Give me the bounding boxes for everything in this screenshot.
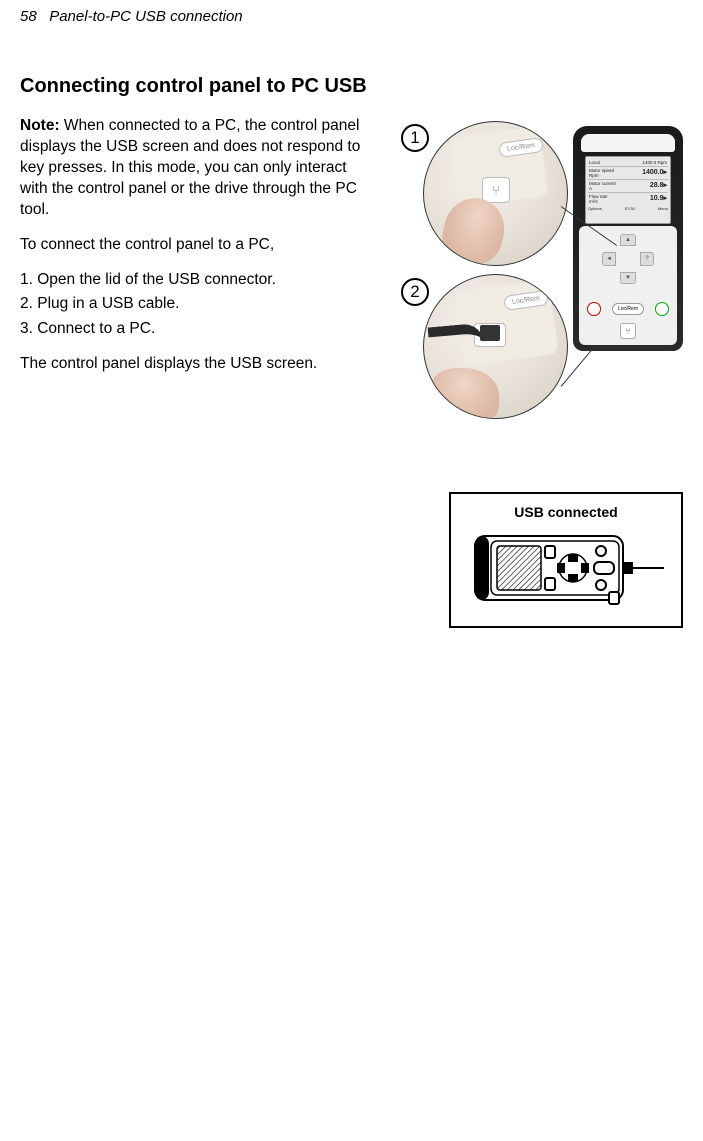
panel-bottom-buttons: Loc/Rem <box>587 301 669 317</box>
screen-menu: Menu <box>658 206 668 211</box>
usb-connected-screen: USB connected <box>449 492 683 628</box>
screen-row3-unit: m³/s <box>589 199 598 204</box>
screen-row1-val: 1400.0▸ <box>642 168 667 178</box>
page-header: 58 Panel-to-PC USB connection <box>20 8 683 25</box>
note-text: When connected to a PC, the control pane… <box>20 117 360 218</box>
screen-time: 07:30 <box>625 206 635 211</box>
content-row: Note: When connected to a PC, the contro… <box>20 116 683 434</box>
control-panel-device: Local 1400.0 Rpm Motor speedRpm 1400.0▸ … <box>573 126 683 351</box>
text-column: Note: When connected to a PC, the contro… <box>20 116 373 434</box>
detail-circle-2: Loc/Rem <box>423 274 568 419</box>
closing-text: The control panel displays the USB scree… <box>20 354 373 375</box>
panel-keypad-area: ▲ ▼ ◄ ? Loc/Rem ⑂ <box>579 226 677 345</box>
locrem-button: Loc/Rem <box>612 303 644 315</box>
intro-text: To connect the control panel to a PC, <box>20 235 373 256</box>
nav-right-button: ? <box>640 252 654 266</box>
page-number: 58 <box>20 8 37 25</box>
step-3: 3. Connect to a PC. <box>20 319 373 340</box>
screen-row2-unit: A <box>589 186 592 191</box>
c2-fingers <box>429 368 499 419</box>
stop-button <box>587 302 601 316</box>
screen-rpm-top: 1400.0 Rpm <box>642 160 667 165</box>
c2-usb-plug <box>480 325 500 341</box>
control-panel-icon <box>469 526 664 611</box>
steps-list: 1. Open the lid of the USB connector. 2.… <box>20 270 373 341</box>
nav-left-button: ◄ <box>602 252 616 266</box>
screen-row1-unit: Rpm <box>589 173 599 178</box>
screen-row3-val: 10.9▸ <box>650 194 667 204</box>
image-column: Local 1400.0 Rpm Motor speedRpm 1400.0▸ … <box>383 116 683 434</box>
note-paragraph: Note: When connected to a PC, the contro… <box>20 116 373 221</box>
c2-usb-cable <box>428 323 486 363</box>
panel-top-bezel <box>581 134 675 152</box>
connection-diagram: Local 1400.0 Rpm Motor speedRpm 1400.0▸ … <box>383 116 683 434</box>
c1-usb-port: ⑂ <box>482 177 510 203</box>
step-badge-2: 2 <box>401 278 429 306</box>
screen-options: Options <box>588 206 602 211</box>
screen-local: Local <box>589 160 600 165</box>
step-2: 2. Plug in a USB cable. <box>20 294 373 315</box>
usb-connected-title: USB connected <box>463 504 669 520</box>
nav-up-button: ▲ <box>620 234 636 246</box>
detail-circle-1: Loc/Rem ⑂ <box>423 121 568 266</box>
panel-lcd-screen: Local 1400.0 Rpm Motor speedRpm 1400.0▸ … <box>585 156 671 224</box>
chapter-title: Panel-to-PC USB connection <box>49 8 242 25</box>
step-badge-1: 1 <box>401 124 429 152</box>
start-button <box>655 302 669 316</box>
section-title: Connecting control panel to PC USB <box>20 75 683 98</box>
step-1: 1. Open the lid of the USB connector. <box>20 270 373 291</box>
screen-row2-label: Motor current <box>589 181 616 186</box>
usb-port-icon: ⑂ <box>620 323 636 339</box>
nav-cluster: ▲ ▼ ◄ ? <box>598 234 658 284</box>
screen-row2-val: 28.8▸ <box>650 181 667 191</box>
note-label: Note: <box>20 117 60 134</box>
nav-down-button: ▼ <box>620 272 636 284</box>
